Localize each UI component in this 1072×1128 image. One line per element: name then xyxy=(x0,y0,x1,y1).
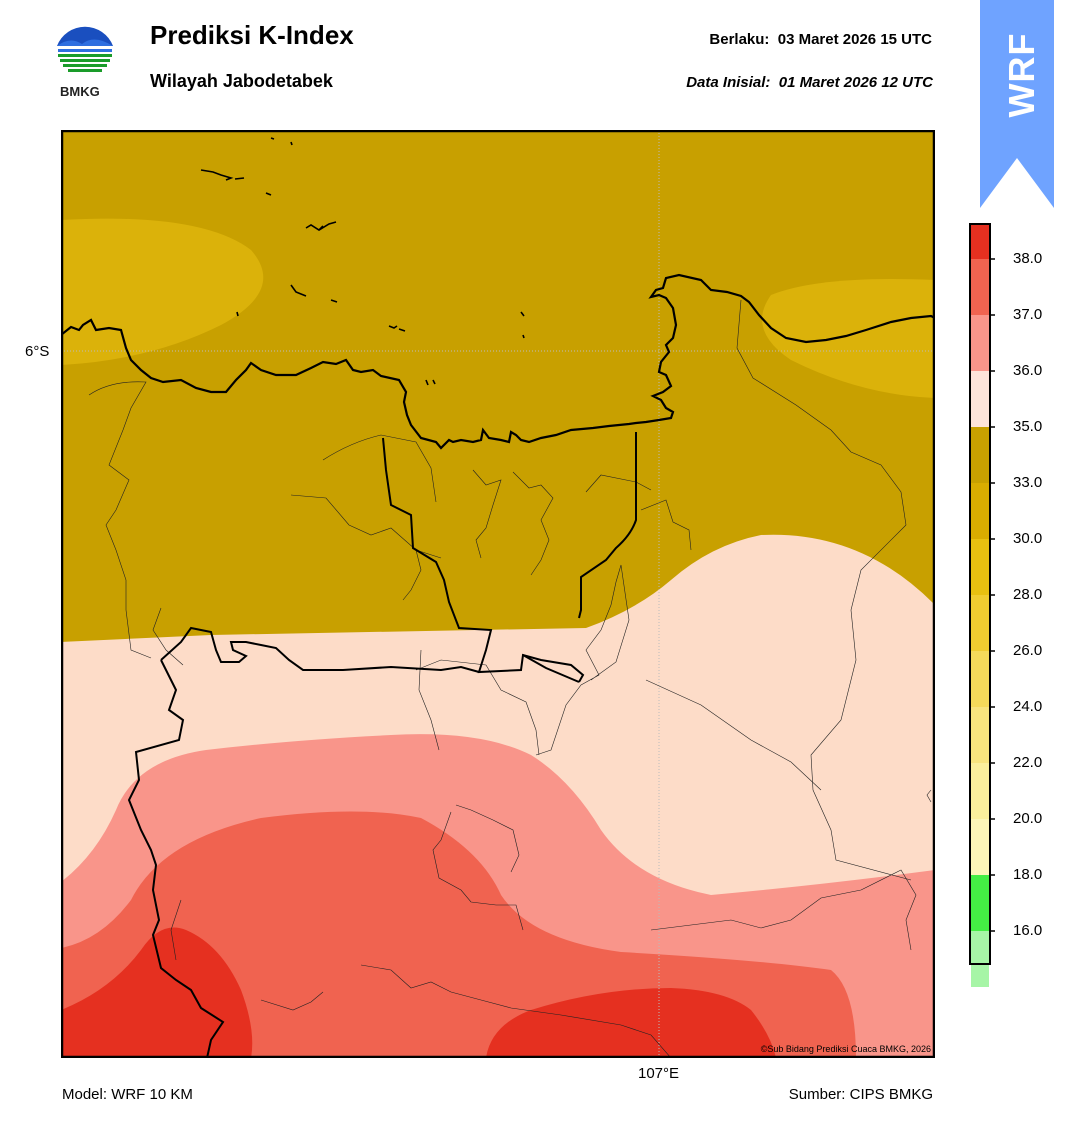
lon-label: 107°E xyxy=(638,1065,680,1082)
source-label: Sumber: CIPS BMKG xyxy=(788,1086,933,1103)
wrf-badge-label: WRF xyxy=(1001,32,1042,118)
colorbar-swatch xyxy=(971,763,989,819)
map-frame xyxy=(60,129,936,1059)
regency-borders xyxy=(88,299,932,1056)
bmkg-logo-icon xyxy=(55,23,115,83)
bmkg-logo xyxy=(54,22,116,84)
colorbar-tick-label: 24.0 xyxy=(1013,698,1043,715)
colorbar-tick-label: 36.0 xyxy=(1013,362,1043,379)
map-subtitle: Wilayah Jabodetabek xyxy=(150,71,333,91)
colorbar-tick-label: 38.0 xyxy=(1013,250,1043,267)
colorbar-swatch xyxy=(971,259,989,315)
province-borders xyxy=(127,432,637,1056)
colorbar-tick-label: 26.0 xyxy=(1013,642,1043,659)
colorbar-swatch xyxy=(971,539,989,595)
map-credit: ©Sub Bidang Prediksi Cuaca BMKG, 2026 xyxy=(761,1044,931,1054)
valid-time: Berlaku: 03 Maret 2026 15 UTC xyxy=(709,31,932,48)
colorbar-swatch xyxy=(971,427,989,483)
colorbar xyxy=(969,223,995,987)
colorbar-swatch xyxy=(971,875,989,931)
k-index-map: ©Sub Bidang Prediksi Cuaca BMKG, 2026 xyxy=(60,129,936,1059)
colorbar-tick-label: 33.0 xyxy=(1013,474,1043,491)
colorbar-swatch xyxy=(971,595,989,651)
colorbar-swatch xyxy=(971,707,989,763)
colorbar-swatch xyxy=(971,483,989,539)
colorbar-swatch xyxy=(971,315,989,371)
colorbar-tick-label: 37.0 xyxy=(1013,306,1043,323)
map-canvas: ©Sub Bidang Prediksi Cuaca BMKG, 2026 xyxy=(60,129,936,1059)
colorbar-swatch xyxy=(971,819,989,875)
colorbar-swatch xyxy=(971,371,989,427)
wrf-badge-shape xyxy=(980,0,1054,208)
colorbar-tick-label: 18.0 xyxy=(1013,866,1043,883)
colorbar-swatches xyxy=(969,223,995,987)
zone-30-33-east xyxy=(762,279,933,398)
colorbar-tick-label: 30.0 xyxy=(1013,530,1043,547)
colorbar-tick-label: 16.0 xyxy=(1013,922,1043,939)
colorbar-tick-label: 28.0 xyxy=(1013,586,1043,603)
islands xyxy=(200,137,525,386)
zone-38-sw xyxy=(63,927,253,1056)
logo-text: BMKG xyxy=(60,84,100,99)
wrf-badge xyxy=(980,0,1054,210)
init-time: Data Inisial: 01 Maret 2026 12 UTC xyxy=(686,74,933,91)
map-title: Prediksi K-Index xyxy=(150,20,354,50)
model-label: Model: WRF 10 KM xyxy=(62,1086,193,1103)
colorbar-tick-label: 22.0 xyxy=(1013,754,1043,771)
colorbar-swatch xyxy=(971,651,989,707)
colorbar-tick-label: 20.0 xyxy=(1013,810,1043,827)
zone-38-s xyxy=(486,988,776,1056)
colorbar-swatch xyxy=(971,931,989,987)
colorbar-tick-label: 35.0 xyxy=(1013,418,1043,435)
lat-label: 6°S xyxy=(25,343,50,360)
colorbar-frame xyxy=(969,223,991,965)
coastline xyxy=(63,273,933,450)
colorbar-swatch xyxy=(971,225,989,259)
